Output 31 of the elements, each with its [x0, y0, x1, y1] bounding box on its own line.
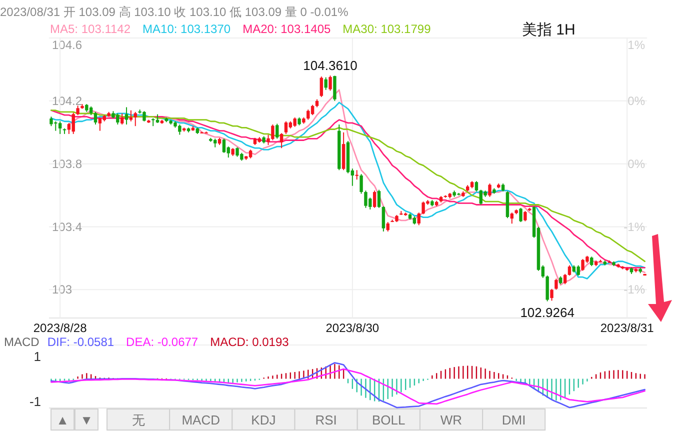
- chart-title: 美指 1H: [522, 22, 576, 38]
- text: WR: [440, 412, 462, 428]
- y-tick-label: -1: [29, 394, 41, 409]
- text: MA10: 103.1370: [142, 22, 231, 36]
- y-tick-label: 104.2: [52, 94, 82, 108]
- y-tick-label: 103.8: [52, 156, 82, 171]
- text: 无: [132, 412, 145, 428]
- text: DEA: -0.0677: [126, 335, 198, 349]
- text: RSI: [315, 412, 337, 428]
- y-tick-label: 1: [34, 348, 41, 364]
- annotation: 104.3610: [303, 58, 358, 74]
- x-tick-label: 2023/8/30: [326, 321, 380, 335]
- x-tick-label: 2023/8/28: [33, 321, 88, 335]
- text: DIF: -0.0581: [47, 335, 114, 349]
- chart-subtitle: 2023/08/31 开 103.09 高 103.10 收 103.10 低 103.09 量 0 -0.01%: [0, 5, 349, 19]
- series-label: MACD: 0.0193: [210, 335, 290, 349]
- text: MACD: [182, 412, 220, 428]
- text: ▼: [80, 412, 93, 428]
- y-tick-label: 104.6: [52, 38, 82, 52]
- annotation: 102.9264: [520, 304, 574, 320]
- text: DMI: [502, 412, 526, 428]
- text: BOLL: [372, 412, 406, 428]
- text: MA20: 103.1405: [242, 22, 331, 36]
- x-tick-label: 2023/8/31: [600, 321, 654, 335]
- y-tick-label: 103.4: [52, 220, 82, 234]
- text: ▲: [56, 412, 69, 428]
- text: MA5: 103.1142: [50, 22, 131, 36]
- y-tick-label: 103: [52, 282, 72, 297]
- text: KDJ: [251, 412, 276, 428]
- chart-title: MACD: [4, 335, 40, 349]
- text: MA30: 103.1799: [342, 22, 432, 36]
